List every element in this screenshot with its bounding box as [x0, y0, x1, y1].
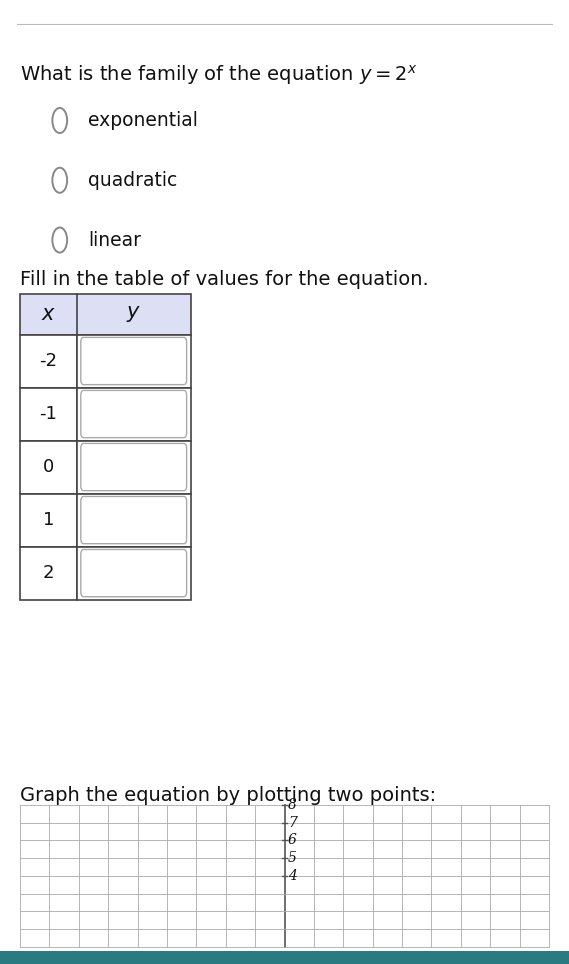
- FancyBboxPatch shape: [81, 390, 187, 438]
- Text: quadratic: quadratic: [88, 171, 178, 190]
- FancyBboxPatch shape: [20, 547, 77, 600]
- FancyBboxPatch shape: [77, 441, 191, 494]
- Text: 4: 4: [288, 869, 297, 883]
- Text: Graph the equation by plotting two points:: Graph the equation by plotting two point…: [20, 786, 436, 805]
- FancyBboxPatch shape: [20, 294, 191, 335]
- Text: -2: -2: [39, 352, 57, 370]
- Text: 5: 5: [288, 851, 297, 865]
- FancyBboxPatch shape: [77, 388, 191, 441]
- Text: $x$: $x$: [41, 305, 56, 324]
- Text: 6: 6: [288, 833, 297, 847]
- FancyBboxPatch shape: [81, 496, 187, 544]
- Text: 0: 0: [43, 458, 54, 476]
- Text: Fill in the table of values for the equation.: Fill in the table of values for the equa…: [20, 270, 428, 289]
- FancyBboxPatch shape: [77, 547, 191, 600]
- Text: 1: 1: [43, 511, 54, 529]
- Text: 7: 7: [288, 816, 297, 830]
- FancyBboxPatch shape: [0, 951, 569, 964]
- Text: $y$: $y$: [126, 305, 141, 324]
- Text: What is the family of the equation $y = 2^x$: What is the family of the equation $y = …: [20, 63, 418, 87]
- FancyBboxPatch shape: [81, 443, 187, 491]
- Text: -1: -1: [39, 405, 57, 423]
- FancyBboxPatch shape: [77, 335, 191, 388]
- Text: 2: 2: [43, 564, 54, 582]
- FancyBboxPatch shape: [77, 494, 191, 547]
- Text: linear: linear: [88, 230, 141, 250]
- Text: 8: 8: [288, 798, 297, 812]
- FancyBboxPatch shape: [81, 549, 187, 597]
- FancyBboxPatch shape: [81, 337, 187, 385]
- FancyBboxPatch shape: [20, 335, 77, 388]
- FancyBboxPatch shape: [20, 494, 77, 547]
- Text: exponential: exponential: [88, 111, 198, 130]
- FancyBboxPatch shape: [20, 388, 77, 441]
- FancyBboxPatch shape: [20, 441, 77, 494]
